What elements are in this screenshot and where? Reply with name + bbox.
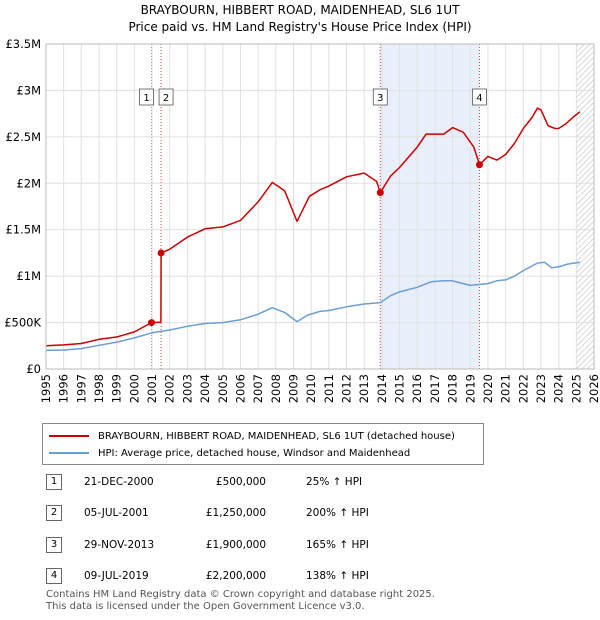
price-chart: 1 2 3 4 £0 £500K £1M £1.5M £2M £2.5M £3M £3.5M 1995… xyxy=(4,37,600,403)
x-tick-label: 1998 xyxy=(92,374,106,403)
sale-point xyxy=(157,249,165,257)
x-tick-label: 2002 xyxy=(163,374,177,403)
x-tick-label: 2016 xyxy=(410,374,424,403)
forecast-hatch xyxy=(576,44,594,369)
x-tick-label: 2022 xyxy=(516,374,530,403)
sale-row: 2 05-JUL-2001 £1,250,000 200% ↑ HPI xyxy=(46,505,546,525)
plot-frame xyxy=(45,43,595,370)
sale-number-badge: 1 xyxy=(46,474,62,490)
sale-label: 4 xyxy=(476,93,482,104)
x-tick-label: 2008 xyxy=(269,374,283,403)
sale-point xyxy=(148,319,156,327)
shaded-period xyxy=(380,44,480,369)
sale-label-box xyxy=(158,88,174,106)
sale-label-box xyxy=(472,88,487,106)
x-tick-label: 2000 xyxy=(127,374,141,403)
legend-swatch-property xyxy=(49,435,89,437)
y-tick-label: £3.5M xyxy=(5,37,41,51)
footer-line-2: This data is licensed under the Open Gov… xyxy=(46,601,365,612)
x-tick-label: 2006 xyxy=(233,374,247,403)
sale-label-box xyxy=(139,88,154,106)
x-tick-label: 1997 xyxy=(74,374,88,403)
chart-subtitle: Price paid vs. HM Land Registry's House … xyxy=(128,20,472,34)
x-tick-label: 2015 xyxy=(393,374,407,403)
sale-hpi-change: 165% ↑ HPI xyxy=(306,539,369,551)
sale-price: £1,250,000 xyxy=(205,507,266,519)
sale-price: £500,000 xyxy=(215,476,266,488)
sale-point xyxy=(475,161,483,169)
sale-label: 2 xyxy=(163,93,169,104)
x-tick-label: 2014 xyxy=(375,374,389,403)
sale-number-badge: 3 xyxy=(46,537,62,553)
x-tick-label: 2018 xyxy=(446,374,460,403)
sale-hpi-change: 138% ↑ HPI xyxy=(306,570,369,582)
y-tick-label: £1.5M xyxy=(5,223,41,237)
y-tick-label: £3M xyxy=(16,83,41,97)
x-tick-label: 1995 xyxy=(39,374,53,403)
x-tick-label: 1999 xyxy=(110,374,124,403)
x-tick-label: 2004 xyxy=(198,374,212,403)
chart-title: BRAYBOURN, HIBBERT ROAD, MAIDENHEAD, SL6… xyxy=(140,3,460,17)
sale-point xyxy=(376,189,384,197)
sale-date: 29-NOV-2013 xyxy=(84,539,155,551)
x-tick-label: 2013 xyxy=(357,374,371,403)
sale-date: 21-DEC-2000 xyxy=(84,476,154,488)
legend: BRAYBOURN, HIBBERT ROAD, MAIDENHEAD, SL6… xyxy=(42,423,484,465)
y-tick-label: £500K xyxy=(4,316,41,330)
x-tick-label: 2012 xyxy=(340,374,354,403)
sale-price: £1,900,000 xyxy=(205,539,266,551)
sale-label: 1 xyxy=(143,93,149,104)
legend-label-property: BRAYBOURN, HIBBERT ROAD, MAIDENHEAD, SL6… xyxy=(98,430,455,442)
sale-hpi-change: 25% ↑ HPI xyxy=(306,476,363,488)
x-tick-label: 1996 xyxy=(57,374,71,403)
sale-price: £2,200,000 xyxy=(205,570,266,582)
legend-item-hpi: HPI: Average price, detached house, Wind… xyxy=(49,445,410,461)
x-tick-label: 2024 xyxy=(552,374,566,403)
footer-line-1: Contains HM Land Registry data © Crown c… xyxy=(46,589,435,600)
sale-label: 3 xyxy=(377,93,383,104)
x-tick-label: 2020 xyxy=(481,374,495,403)
x-tick-label: 2009 xyxy=(286,374,300,403)
x-tick-label: 2017 xyxy=(428,374,442,403)
footer-attribution: Contains HM Land Registry data © Crown c… xyxy=(46,589,435,613)
x-tick-label: 2005 xyxy=(216,374,230,403)
y-tick-label: £1M xyxy=(16,269,41,283)
property-price-line xyxy=(45,107,581,347)
legend-swatch-hpi xyxy=(49,452,89,454)
sale-date: 05-JUL-2001 xyxy=(84,507,149,519)
sale-row: 4 09-JUL-2019 £2,200,000 138% ↑ HPI xyxy=(46,568,546,588)
y-tick-label: £2M xyxy=(16,176,41,190)
x-tick-label: 2003 xyxy=(180,374,194,403)
x-tick-label: 2019 xyxy=(463,374,477,403)
x-tick-label: 2011 xyxy=(322,374,336,403)
x-tick-label: 2021 xyxy=(499,374,513,403)
x-tick-label: 2010 xyxy=(304,374,318,403)
sale-hpi-change: 200% ↑ HPI xyxy=(306,507,369,519)
legend-item-property: BRAYBOURN, HIBBERT ROAD, MAIDENHEAD, SL6… xyxy=(49,428,455,444)
legend-label-hpi: HPI: Average price, detached house, Wind… xyxy=(98,447,411,459)
x-tick-label: 2007 xyxy=(251,374,265,403)
hpi-line xyxy=(45,261,581,352)
sale-row: 1 21-DEC-2000 £500,000 25% ↑ HPI xyxy=(46,474,546,494)
y-tick-label: £2.5M xyxy=(5,130,41,144)
chart-title-block: BRAYBOURN, HIBBERT ROAD, MAIDENHEAD, SL6… xyxy=(0,2,600,36)
sale-number-badge: 4 xyxy=(46,568,62,584)
y-tick-label: £0 xyxy=(26,362,41,376)
x-tick-label: 2026 xyxy=(587,374,600,403)
x-tick-label: 2025 xyxy=(569,374,583,403)
sale-date: 09-JUL-2019 xyxy=(84,570,149,582)
x-tick-label: 2001 xyxy=(145,374,159,403)
sale-label-box xyxy=(372,88,388,106)
sale-number-badge: 2 xyxy=(46,505,62,521)
x-tick-label: 2023 xyxy=(534,374,548,403)
sale-row: 3 29-NOV-2013 £1,900,000 165% ↑ HPI xyxy=(46,537,546,557)
